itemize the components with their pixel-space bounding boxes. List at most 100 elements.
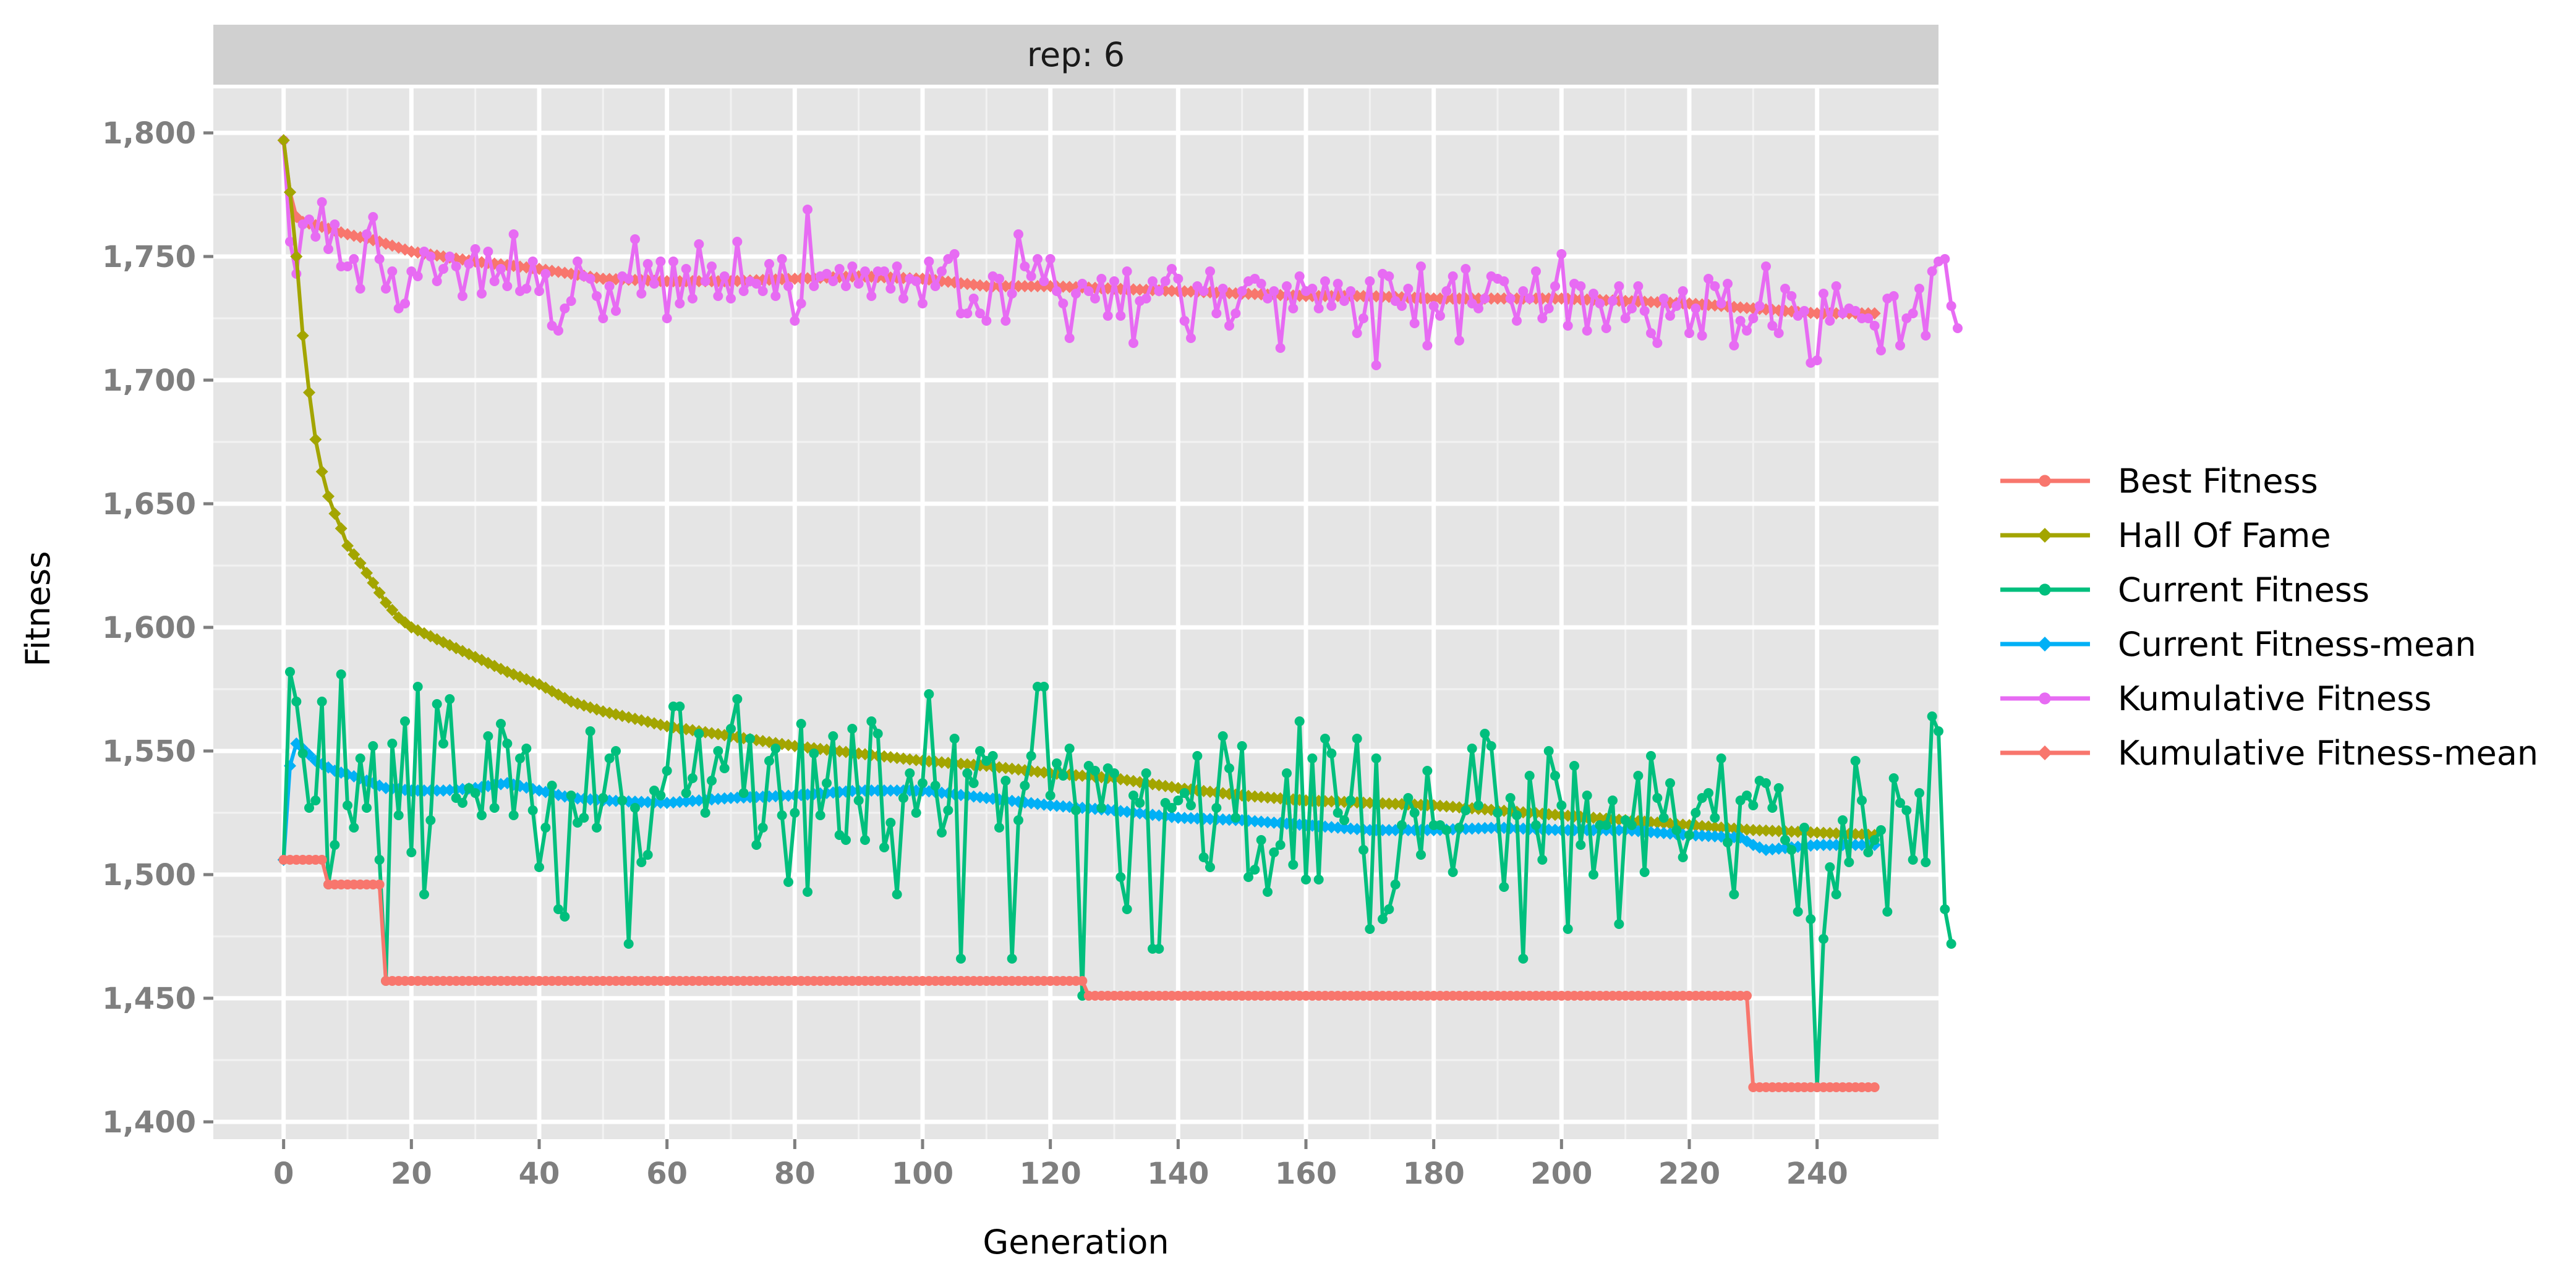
data-point bbox=[400, 299, 410, 308]
data-point bbox=[1071, 289, 1081, 299]
data-point bbox=[1524, 294, 1535, 303]
data-point bbox=[1307, 284, 1318, 294]
data-point bbox=[1518, 954, 1529, 964]
data-point bbox=[285, 237, 295, 247]
data-point bbox=[1141, 768, 1151, 778]
data-point bbox=[598, 313, 608, 323]
data-point bbox=[662, 766, 672, 776]
data-point bbox=[1224, 763, 1234, 773]
data-point bbox=[847, 261, 858, 271]
data-point bbox=[508, 229, 519, 239]
data-point bbox=[1831, 889, 1841, 899]
series-layer bbox=[277, 134, 1963, 1092]
data-point bbox=[962, 768, 973, 778]
data-point bbox=[1371, 753, 1381, 763]
data-point bbox=[1550, 281, 1560, 291]
data-point bbox=[438, 739, 448, 749]
data-point bbox=[1748, 313, 1759, 323]
data-point bbox=[1671, 301, 1682, 311]
data-point bbox=[1793, 907, 1803, 917]
data-point bbox=[1275, 343, 1286, 353]
data-point bbox=[1427, 292, 1440, 305]
legend-item-kumulative-fitness: Kumulative Fitness bbox=[2000, 679, 2431, 718]
data-point bbox=[937, 266, 947, 276]
data-point bbox=[1480, 294, 1490, 303]
data-point bbox=[1601, 323, 1611, 333]
data-point bbox=[930, 781, 940, 791]
data-point bbox=[527, 805, 538, 815]
data-point bbox=[860, 266, 870, 276]
facet-strip: rep: 6 bbox=[213, 25, 1938, 85]
data-point bbox=[987, 751, 998, 761]
y-tick-label: 1,600 bbox=[102, 611, 196, 645]
data-point bbox=[1288, 860, 1299, 870]
data-point bbox=[790, 316, 800, 326]
data-point bbox=[336, 669, 346, 679]
y-axis-title: Fitness bbox=[19, 551, 58, 666]
data-point bbox=[898, 294, 908, 303]
data-point bbox=[1422, 766, 1433, 776]
data-point bbox=[1390, 880, 1401, 889]
data-point bbox=[1141, 294, 1151, 303]
data-point bbox=[386, 604, 399, 616]
data-point bbox=[1810, 839, 1823, 851]
data-point bbox=[1352, 734, 1362, 744]
data-point bbox=[1531, 820, 1541, 830]
data-point bbox=[343, 261, 352, 271]
data-point bbox=[1927, 711, 1937, 721]
data-point bbox=[694, 729, 704, 739]
data-point bbox=[623, 939, 634, 949]
data-point bbox=[1704, 274, 1713, 284]
data-point bbox=[1633, 281, 1644, 291]
data-point bbox=[636, 289, 647, 299]
legend-label: Hall Of Fame bbox=[2118, 516, 2331, 555]
data-point bbox=[1358, 313, 1368, 323]
data-point bbox=[1823, 839, 1836, 851]
data-point bbox=[1435, 311, 1445, 321]
data-point bbox=[1371, 360, 1381, 370]
legend-item-hall-of-fame: Hall Of Fame bbox=[2000, 516, 2331, 555]
data-point bbox=[1397, 301, 1407, 311]
data-point bbox=[1211, 308, 1222, 318]
data-point bbox=[1710, 813, 1720, 823]
data-point bbox=[1441, 286, 1452, 296]
data-point bbox=[777, 810, 787, 820]
data-point bbox=[1409, 318, 1420, 328]
data-point bbox=[1294, 716, 1305, 726]
data-point bbox=[1428, 301, 1439, 311]
data-point bbox=[1691, 808, 1701, 818]
legend-label: Kumulative Fitness-mean bbox=[2118, 734, 2538, 773]
legend-item-current-fitness-mean: Current Fitness-mean bbox=[2000, 625, 2476, 664]
data-point bbox=[322, 490, 335, 503]
data-point bbox=[937, 828, 947, 838]
data-point bbox=[1026, 271, 1036, 281]
data-point bbox=[1524, 771, 1535, 781]
x-tick-label: 20 bbox=[391, 1156, 432, 1191]
data-point bbox=[1154, 944, 1164, 954]
data-point bbox=[387, 739, 398, 749]
data-point bbox=[1652, 793, 1663, 803]
data-point bbox=[649, 279, 659, 289]
data-point bbox=[1218, 731, 1228, 741]
data-point bbox=[445, 694, 455, 704]
data-point bbox=[1358, 845, 1368, 855]
data-point bbox=[1416, 261, 1426, 271]
data-point bbox=[1474, 800, 1483, 810]
data-point bbox=[911, 808, 921, 818]
data-point bbox=[1735, 316, 1746, 326]
data-point bbox=[1665, 311, 1675, 321]
data-point bbox=[738, 286, 749, 296]
data-point bbox=[1953, 323, 1963, 333]
data-point bbox=[770, 744, 781, 753]
data-point bbox=[1064, 333, 1075, 343]
data-point bbox=[540, 269, 551, 279]
data-point bbox=[688, 773, 697, 783]
data-point bbox=[1448, 867, 1458, 877]
data-point bbox=[368, 212, 378, 222]
data-point bbox=[700, 276, 710, 286]
data-point bbox=[1678, 286, 1688, 296]
data-point bbox=[1563, 321, 1573, 331]
data-point bbox=[968, 294, 979, 303]
data-point bbox=[1620, 313, 1631, 323]
